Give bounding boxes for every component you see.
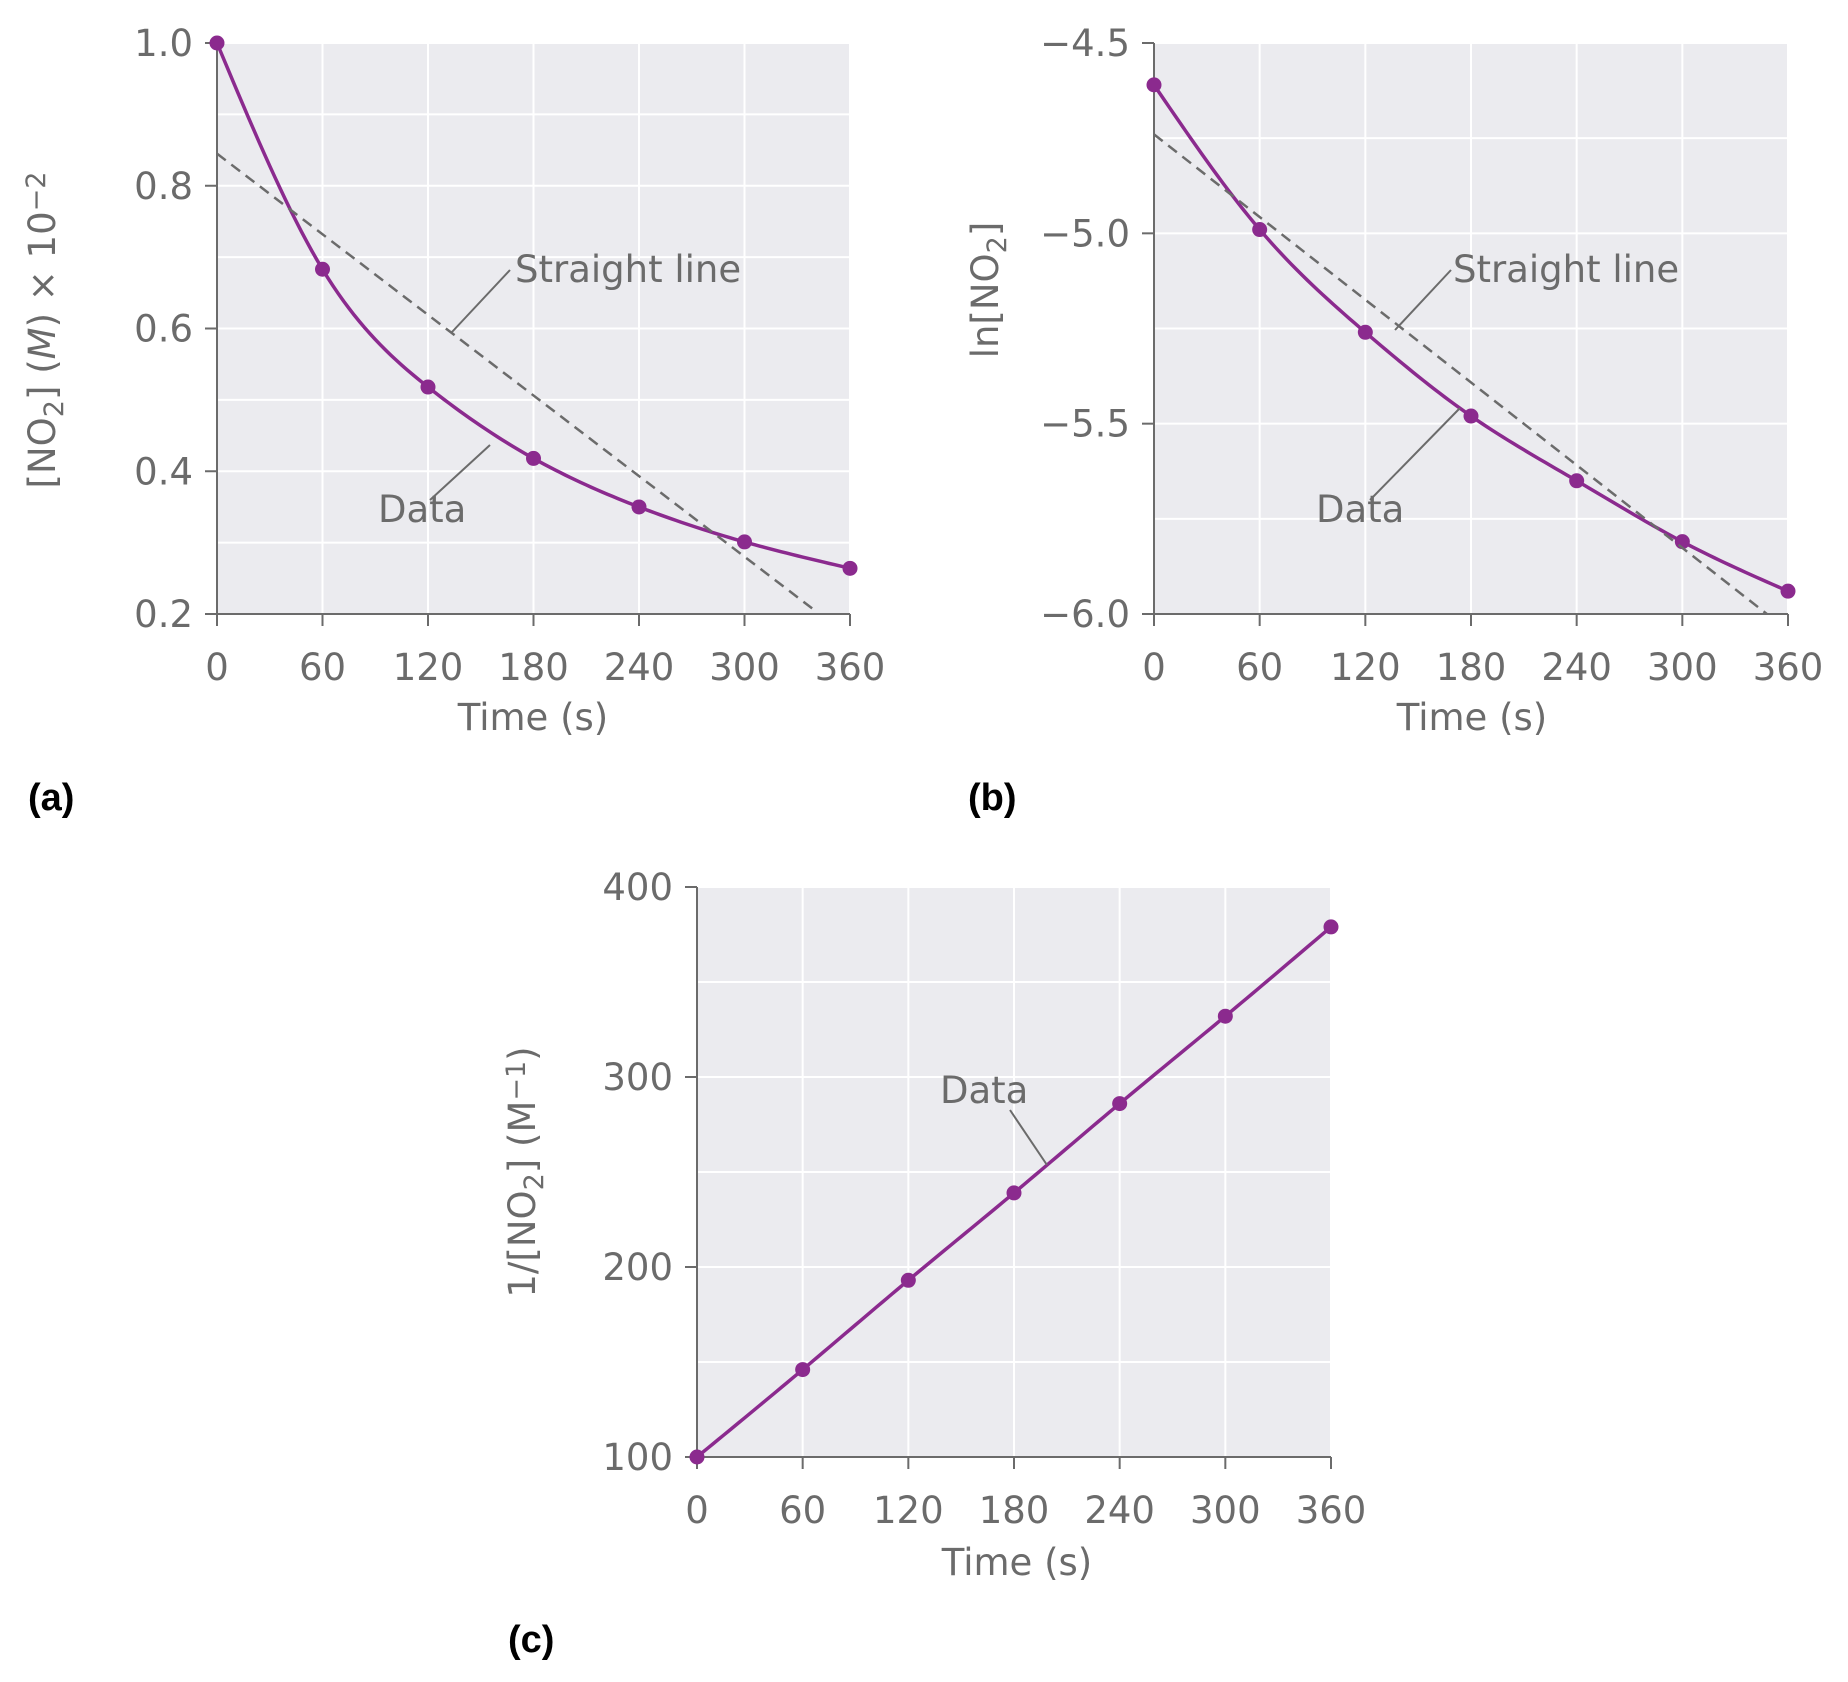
data-point bbox=[1357, 324, 1373, 340]
x-tick-label: 120 bbox=[393, 646, 464, 689]
y-axis-label: ln[NO2] bbox=[964, 222, 1013, 359]
callout-label: Straight line bbox=[515, 248, 741, 291]
y-tick-label: 1.0 bbox=[134, 22, 193, 65]
data-point bbox=[842, 560, 858, 576]
data-point bbox=[631, 499, 647, 515]
data-point bbox=[420, 379, 436, 395]
x-tick-label: 120 bbox=[873, 1489, 944, 1532]
x-tick-label: 60 bbox=[779, 1489, 826, 1532]
data-point bbox=[1463, 408, 1479, 424]
callout-label: Data bbox=[1316, 488, 1404, 531]
x-tick-label: 120 bbox=[1330, 646, 1401, 689]
data-point bbox=[1252, 222, 1268, 238]
callout-leader-line bbox=[1009, 1109, 1048, 1166]
y-tick-label: 200 bbox=[602, 1246, 673, 1289]
data-point bbox=[1217, 1008, 1233, 1024]
y-tick-label: −5.5 bbox=[1040, 403, 1130, 446]
y-axis-label: 1/[NO2] (M−1) bbox=[501, 1046, 550, 1297]
data-point bbox=[900, 1272, 916, 1288]
x-tick-label: 240 bbox=[604, 646, 675, 689]
data-point bbox=[1146, 77, 1162, 93]
x-tick-label: 0 bbox=[205, 646, 229, 689]
panel-label: (a) bbox=[28, 777, 74, 819]
callout-leader-line bbox=[1369, 407, 1461, 501]
x-tick-label: 180 bbox=[1436, 646, 1507, 689]
data-point bbox=[209, 35, 225, 51]
callout-leader-line bbox=[1394, 269, 1452, 331]
x-axis-label: Time (s) bbox=[457, 696, 608, 739]
x-tick-label: 0 bbox=[1142, 646, 1166, 689]
y-tick-label: −6.0 bbox=[1040, 593, 1130, 636]
y-tick-label: 0.6 bbox=[134, 308, 193, 351]
callout-label: Straight line bbox=[1453, 248, 1679, 291]
series-data bbox=[689, 919, 1339, 1465]
y-tick-label: 400 bbox=[602, 866, 673, 909]
x-tick-label: 240 bbox=[1541, 646, 1612, 689]
y-tick-label: 0.8 bbox=[134, 165, 193, 208]
callout-leader-line bbox=[429, 444, 491, 501]
x-tick-label: 240 bbox=[1084, 1489, 1155, 1532]
y-axis-label: [NO2] (M) × 10−2 bbox=[21, 172, 70, 489]
y-tick-label: −5.0 bbox=[1040, 212, 1130, 255]
panel-label: (b) bbox=[968, 777, 1017, 819]
callout-label: Data bbox=[378, 488, 466, 531]
y-tick-label: 0.4 bbox=[134, 450, 193, 493]
chart-panel-b: 0 60 120 180 240 300 360 −6.0 −5.5 −5.0 −4.5 Time (… bbox=[964, 22, 1823, 819]
x-tick-label: 300 bbox=[1190, 1489, 1261, 1532]
panel-label: (c) bbox=[508, 1619, 554, 1661]
data-point bbox=[315, 261, 330, 277]
data-point bbox=[737, 534, 752, 550]
y-tick-label: −4.5 bbox=[1040, 22, 1130, 65]
data-point bbox=[689, 1449, 705, 1465]
x-axis-label: Time (s) bbox=[1396, 696, 1547, 739]
y-tick-label: 300 bbox=[602, 1056, 673, 1099]
gridlines bbox=[697, 886, 1332, 1457]
x-tick-label: 300 bbox=[709, 646, 780, 689]
x-axis-label: Time (s) bbox=[941, 1541, 1092, 1584]
chart-panel-a: 0 60 120 180 240 300 360 0.2 0.4 0.6 0.8 1.0 Time (s… bbox=[21, 22, 886, 819]
gridlines bbox=[217, 42, 851, 614]
x-tick-label: 360 bbox=[815, 646, 886, 689]
x-tick-label: 180 bbox=[979, 1489, 1050, 1532]
callout-label: Data bbox=[940, 1069, 1028, 1112]
x-tick-label: 60 bbox=[299, 646, 346, 689]
data-point bbox=[1780, 583, 1796, 599]
x-tick-label: 0 bbox=[685, 1489, 709, 1532]
data-point bbox=[1006, 1185, 1022, 1201]
series-data bbox=[209, 35, 858, 576]
x-tick-label: 360 bbox=[1296, 1489, 1367, 1532]
data-point bbox=[1323, 919, 1339, 935]
series-straight-line bbox=[1153, 133, 1768, 615]
y-tick-label: 0.2 bbox=[134, 593, 193, 636]
callout-leader-line bbox=[451, 269, 511, 333]
data-point bbox=[1112, 1096, 1128, 1112]
chart-panel-c: 0 60 120 180 240 300 360 100 200 300 400 Time (s) 1/… bbox=[501, 866, 1367, 1661]
x-tick-label: 360 bbox=[1753, 646, 1824, 689]
x-tick-label: 60 bbox=[1236, 646, 1283, 689]
data-point bbox=[526, 450, 541, 466]
gridlines bbox=[1154, 42, 1789, 614]
x-tick-label: 300 bbox=[1647, 646, 1718, 689]
x-tick-label: 180 bbox=[498, 646, 569, 689]
y-tick-label: 100 bbox=[602, 1436, 673, 1479]
data-point bbox=[795, 1362, 811, 1378]
data-point bbox=[1569, 473, 1585, 489]
